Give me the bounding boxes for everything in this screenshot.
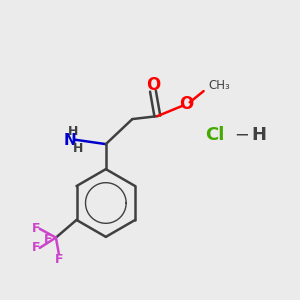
Text: F: F bbox=[32, 242, 40, 254]
Text: O: O bbox=[146, 76, 160, 94]
Text: Cl: Cl bbox=[205, 126, 224, 144]
Text: ─: ─ bbox=[236, 126, 247, 144]
Text: H: H bbox=[73, 142, 84, 155]
Text: H: H bbox=[68, 125, 79, 138]
Text: F: F bbox=[44, 232, 53, 246]
Text: F: F bbox=[32, 222, 40, 235]
Text: H: H bbox=[251, 126, 266, 144]
Text: N: N bbox=[63, 133, 76, 148]
Text: CH₃: CH₃ bbox=[208, 79, 230, 92]
Text: O: O bbox=[179, 95, 193, 113]
Text: F: F bbox=[55, 253, 63, 266]
